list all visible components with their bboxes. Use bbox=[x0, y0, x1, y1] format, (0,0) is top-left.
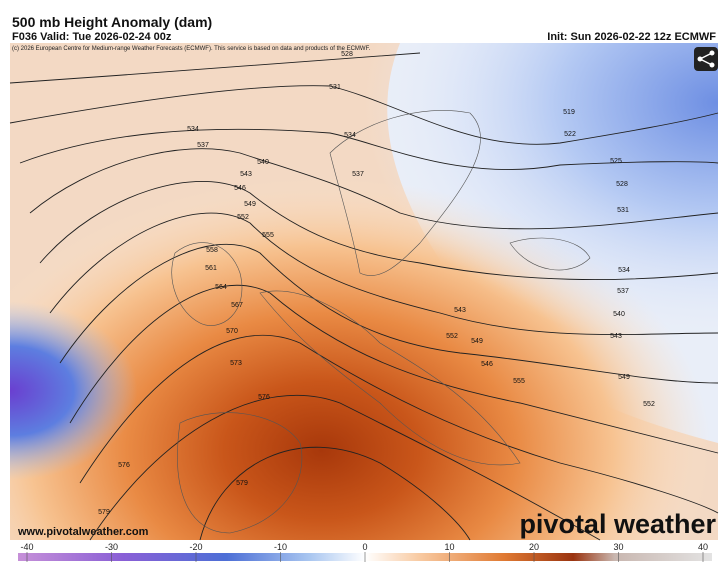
colorbar-tick-label: 0 bbox=[362, 542, 367, 552]
contour-label: 561 bbox=[205, 265, 217, 272]
contour-label: 531 bbox=[617, 207, 629, 214]
height-contours bbox=[9, 52, 719, 541]
contour-label: 576 bbox=[118, 462, 130, 469]
contour-label: 522 bbox=[564, 131, 576, 138]
contour-label: 555 bbox=[262, 232, 274, 239]
contour-label: 528 bbox=[616, 181, 628, 188]
cold-anomaly-w bbox=[10, 43, 718, 540]
contour-label: 537 bbox=[352, 171, 364, 178]
contour-label: 564 bbox=[215, 284, 227, 291]
contour-label: 552 bbox=[446, 333, 458, 340]
colorbar-tick-label: 20 bbox=[529, 542, 539, 552]
contour-label: 570 bbox=[226, 328, 238, 335]
contour-label: 573 bbox=[230, 360, 242, 367]
contour-label: 531 bbox=[329, 84, 341, 91]
share-button[interactable] bbox=[694, 47, 718, 71]
contour-label: 543 bbox=[454, 307, 466, 314]
contour-label: 534 bbox=[344, 132, 356, 139]
contour-label: 549 bbox=[618, 374, 630, 381]
contour-label: 528 bbox=[341, 51, 353, 58]
colorbar-tick-label: 10 bbox=[444, 542, 454, 552]
colorbar-tick-label: -20 bbox=[189, 542, 202, 552]
contour-label: 579 bbox=[236, 480, 248, 487]
contour-label: 537 bbox=[617, 288, 629, 295]
contour-label: 519 bbox=[563, 109, 575, 116]
contour-label: 543 bbox=[610, 333, 622, 340]
colorbar-tick-label: -10 bbox=[274, 542, 287, 552]
contour-label: 555 bbox=[513, 378, 525, 385]
contour-label: 576 bbox=[258, 394, 270, 401]
colorbar-tick-label: -30 bbox=[105, 542, 118, 552]
logo: pivotal weather bbox=[519, 509, 716, 539]
contour-label: 534 bbox=[618, 267, 630, 274]
coastlines bbox=[171, 110, 591, 534]
contour-label: 549 bbox=[471, 338, 483, 345]
contour-label: 546 bbox=[481, 361, 493, 368]
contour-label: 534 bbox=[187, 126, 199, 133]
website[interactable]: www.pivotalweather.com bbox=[17, 526, 149, 538]
map: (c) 2026 European Centre for Medium-rang… bbox=[9, 43, 719, 562]
contour-label: 552 bbox=[643, 401, 655, 408]
colorbar-tick-label: 30 bbox=[613, 542, 623, 552]
contour-label: 540 bbox=[613, 311, 625, 318]
contour-label: 558 bbox=[206, 247, 218, 254]
contour-label: 549 bbox=[244, 201, 256, 208]
contour-label: 546 bbox=[234, 185, 246, 192]
contour-label: 525 bbox=[610, 158, 622, 165]
contour-label: 567 bbox=[231, 302, 243, 309]
contour-label: 552 bbox=[237, 214, 249, 221]
colorbar-tick-label: -40 bbox=[20, 542, 33, 552]
title: 500 mb Height Anomaly (dam) bbox=[12, 14, 213, 30]
contour-label: 537 bbox=[197, 142, 209, 149]
colorbar-tick-label: 40 bbox=[698, 542, 708, 552]
contour-label: 540 bbox=[257, 159, 269, 166]
valid-time: F036 Valid: Tue 2026-02-24 00z bbox=[12, 31, 172, 43]
contour-label: 543 bbox=[240, 171, 252, 178]
contour-label: 579 bbox=[98, 509, 110, 516]
copyright: (c) 2026 European Centre for Medium-rang… bbox=[12, 46, 371, 52]
init-time: Init: Sun 2026-02-22 12z ECMWF bbox=[547, 31, 716, 43]
